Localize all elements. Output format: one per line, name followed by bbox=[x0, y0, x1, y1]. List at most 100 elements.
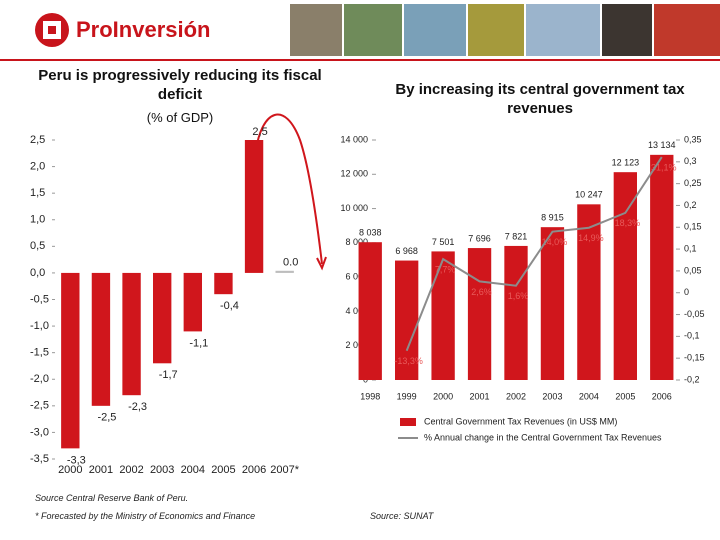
data-label: 18,3% bbox=[615, 218, 641, 228]
y-tick-label: 2,0 bbox=[30, 160, 45, 172]
source-note: Source: SUNAT bbox=[370, 511, 434, 521]
y-tick-label: 4 000 bbox=[345, 306, 368, 316]
bar bbox=[244, 140, 264, 273]
bar bbox=[395, 260, 419, 380]
source-note: Source Central Reserve Bank of Peru. bbox=[35, 493, 189, 503]
y2-tick-label: -0,15 bbox=[684, 353, 705, 363]
x-tick-label: 2000 bbox=[433, 391, 453, 401]
x-tick-label: 2003 bbox=[542, 391, 562, 401]
x-tick-label: 2004 bbox=[579, 391, 599, 401]
data-label: -1,1 bbox=[189, 337, 208, 349]
data-label: 2,6% bbox=[471, 287, 492, 297]
arrow-curve bbox=[255, 113, 323, 265]
y-tick-label: 1,5 bbox=[30, 187, 45, 199]
x-tick-label: 2007* bbox=[270, 464, 299, 476]
y2-tick-label: 0,3 bbox=[684, 156, 697, 166]
chart-subtitle: (% of GDP) bbox=[146, 110, 214, 125]
bar bbox=[214, 272, 233, 295]
x-tick-label: 2000 bbox=[58, 464, 82, 476]
bar bbox=[613, 172, 637, 380]
x-tick-label: 2002 bbox=[506, 391, 526, 401]
chart-title: Peru is progressively reducing its fisca… bbox=[38, 67, 322, 103]
y2-tick-label: 0,25 bbox=[684, 178, 702, 188]
x-tick-label: 1998 bbox=[360, 391, 380, 401]
data-label: 7 501 bbox=[432, 237, 455, 247]
photo bbox=[290, 4, 342, 56]
photo bbox=[344, 4, 402, 56]
photo bbox=[602, 4, 652, 56]
y2-tick-label: -0,05 bbox=[684, 309, 705, 319]
data-label: -1,7 bbox=[159, 369, 178, 381]
x-tick-label: 2004 bbox=[181, 464, 205, 476]
data-label: -2,5 bbox=[97, 412, 116, 424]
y2-tick-label: 0,1 bbox=[684, 243, 697, 253]
y-tick-label: -1,5 bbox=[30, 347, 49, 359]
y-tick-label: -0,5 bbox=[30, 293, 49, 305]
y2-tick-label: 0,2 bbox=[684, 200, 697, 210]
photo bbox=[468, 4, 524, 56]
y-tick-label: 6 000 bbox=[345, 272, 368, 282]
y-tick-label: 2,5 bbox=[30, 134, 45, 146]
y-tick-label: -1,0 bbox=[30, 320, 49, 332]
x-tick-label: 2006 bbox=[242, 464, 266, 476]
bar bbox=[504, 245, 528, 380]
data-label: 31,1% bbox=[651, 162, 677, 172]
data-label: 0.0 bbox=[283, 257, 298, 269]
logo-mark bbox=[48, 26, 56, 34]
y-tick-label: 10 000 bbox=[340, 203, 368, 213]
data-label: 7 696 bbox=[468, 233, 491, 243]
y-tick-label: 1,0 bbox=[30, 214, 45, 226]
data-label: 6 968 bbox=[395, 246, 418, 256]
y-tick-label: 0,0 bbox=[30, 267, 45, 279]
data-label: 12 123 bbox=[612, 158, 640, 168]
y-tick-label: 8 000 bbox=[345, 237, 368, 247]
x-tick-label: 2006 bbox=[652, 391, 672, 401]
bar bbox=[540, 227, 565, 380]
x-tick-label: 2001 bbox=[470, 391, 490, 401]
data-label: 13 134 bbox=[648, 140, 676, 150]
bar bbox=[61, 272, 80, 449]
y2-tick-label: -0,1 bbox=[684, 331, 700, 341]
chart-title: By increasing its central government tax… bbox=[395, 81, 685, 117]
y-tick-label: 0,5 bbox=[30, 240, 45, 252]
legend-label: Central Government Tax Revenues (in US$ … bbox=[424, 416, 617, 426]
bar bbox=[650, 154, 674, 380]
brand: ProInversión bbox=[76, 17, 210, 42]
x-tick-label: 2002 bbox=[119, 464, 143, 476]
x-tick-label: 2005 bbox=[615, 391, 635, 401]
bar bbox=[577, 204, 601, 380]
photo bbox=[404, 4, 466, 56]
bar bbox=[467, 248, 492, 380]
bar bbox=[358, 242, 382, 380]
x-tick-label: 2003 bbox=[150, 464, 174, 476]
y-tick-label: -2,0 bbox=[30, 373, 49, 385]
y-tick-label: 12 000 bbox=[340, 169, 368, 179]
photo bbox=[654, 4, 720, 56]
y-tick-label: 2 000 bbox=[345, 340, 368, 350]
data-label: 10 247 bbox=[575, 190, 603, 200]
footnote: * Forecasted by the Ministry of Economic… bbox=[35, 511, 256, 521]
data-label: -0,4 bbox=[220, 300, 239, 312]
data-label: 2,5 bbox=[252, 126, 267, 138]
bar bbox=[275, 270, 294, 273]
data-label: -3,3 bbox=[67, 454, 86, 466]
data-label: 14,0% bbox=[542, 237, 568, 247]
bar bbox=[431, 251, 455, 380]
bar bbox=[183, 272, 202, 332]
y2-tick-label: 0,35 bbox=[684, 134, 702, 144]
legend-label: % Annual change in the Central Governmen… bbox=[424, 432, 662, 442]
y-tick-label: 14 000 bbox=[340, 134, 368, 144]
x-tick-label: 2005 bbox=[211, 464, 235, 476]
bar bbox=[153, 272, 172, 364]
bar bbox=[122, 272, 141, 396]
x-tick-label: 1999 bbox=[397, 391, 417, 401]
y-tick-label: -3,0 bbox=[30, 426, 49, 438]
line bbox=[405, 156, 663, 352]
data-label: 1,6% bbox=[508, 291, 529, 301]
y2-tick-label: 0 bbox=[684, 287, 689, 297]
y2-tick-label: 0,15 bbox=[684, 222, 702, 232]
x-tick-label: 2001 bbox=[89, 464, 113, 476]
data-label: 14,9% bbox=[578, 233, 604, 243]
y-tick-label: -2,5 bbox=[30, 400, 49, 412]
